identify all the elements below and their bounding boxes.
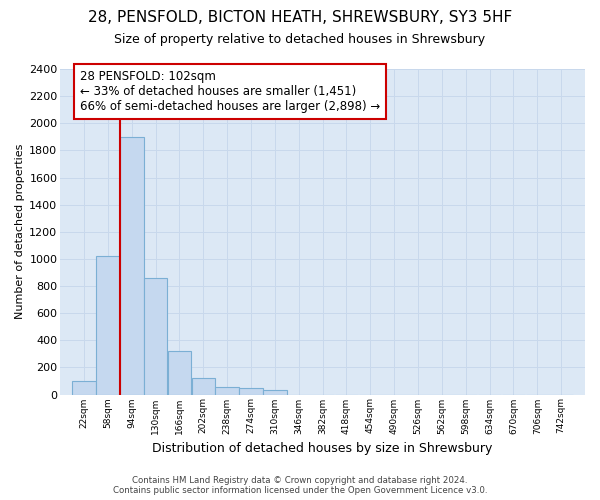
Bar (239, 388, 263, 394)
Text: 28, PENSFOLD, BICTON HEATH, SHREWSBURY, SY3 5HF: 28, PENSFOLD, BICTON HEATH, SHREWSBURY, … (88, 10, 512, 25)
Bar (263, 390, 287, 394)
Bar (144, 278, 167, 394)
Y-axis label: Number of detached properties: Number of detached properties (15, 144, 25, 320)
X-axis label: Distribution of detached houses by size in Shrewsbury: Distribution of detached houses by size … (152, 442, 493, 455)
Bar (72, 381, 96, 394)
Text: Contains HM Land Registry data © Crown copyright and database right 2024.
Contai: Contains HM Land Registry data © Crown c… (113, 476, 487, 495)
Bar (168, 351, 191, 395)
Bar (120, 137, 143, 394)
Text: Size of property relative to detached houses in Shrewsbury: Size of property relative to detached ho… (115, 32, 485, 46)
Text: 28 PENSFOLD: 102sqm
← 33% of detached houses are smaller (1,451)
66% of semi-det: 28 PENSFOLD: 102sqm ← 33% of detached ho… (80, 70, 380, 114)
Bar (96, 256, 119, 394)
Bar (191, 378, 215, 394)
Bar (215, 387, 239, 394)
